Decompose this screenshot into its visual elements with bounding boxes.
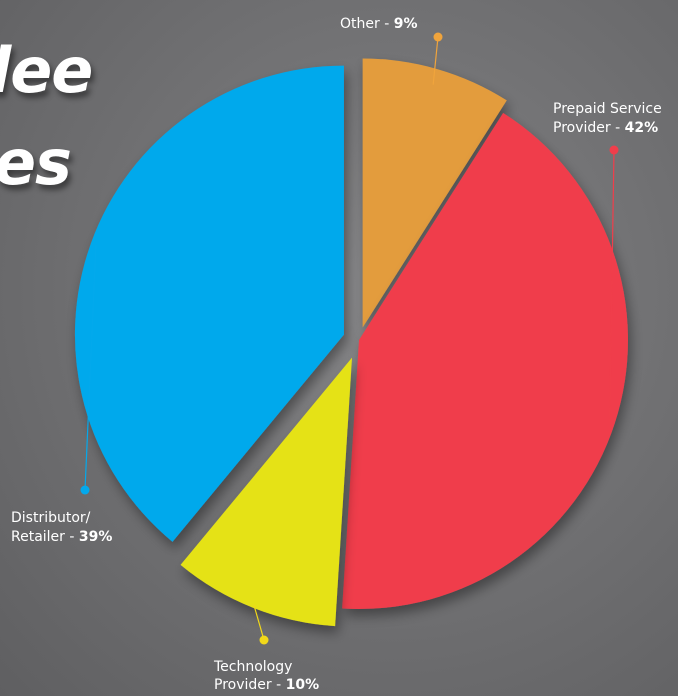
slice-label-2: Technology Provider - 10% bbox=[213, 659, 319, 693]
slice-label-0: Other - 9% bbox=[340, 16, 417, 32]
slice-label-3: Distributor/Retailer - 39% bbox=[11, 510, 112, 545]
callout-dot-0 bbox=[433, 32, 443, 42]
callout-dot-3 bbox=[80, 485, 90, 495]
pie-slice-3 bbox=[74, 65, 344, 542]
callout-line-1 bbox=[609, 149, 615, 422]
pie-slice-2 bbox=[180, 357, 353, 627]
callout-dot-2 bbox=[259, 635, 269, 645]
title-fragment-line-2: es bbox=[0, 126, 72, 199]
pie-slice-0 bbox=[362, 58, 507, 328]
callout-line-0 bbox=[432, 36, 439, 85]
callout-line-3 bbox=[84, 245, 97, 491]
pie-slice-1 bbox=[342, 112, 628, 610]
title-fragment-line-1: lee bbox=[0, 34, 93, 107]
callout-line-2 bbox=[253, 605, 265, 641]
callout-dot-1 bbox=[609, 145, 619, 155]
slice-label-1: Prepaid Service Provider - 42% bbox=[553, 101, 662, 136]
